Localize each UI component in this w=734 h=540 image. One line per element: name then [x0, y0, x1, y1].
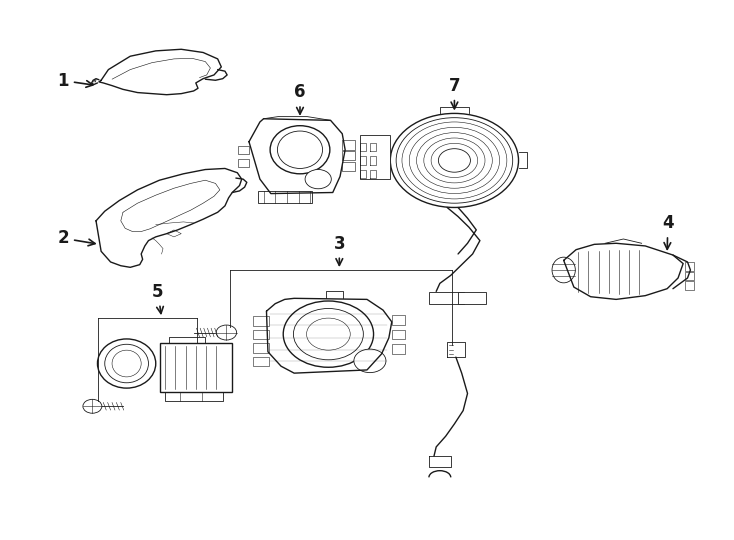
Ellipse shape	[98, 339, 156, 388]
Text: 2: 2	[57, 230, 95, 247]
Circle shape	[354, 349, 386, 373]
Bar	[429, 292, 464, 303]
Bar	[253, 356, 269, 366]
Circle shape	[305, 170, 331, 189]
Text: 3: 3	[333, 234, 345, 265]
Ellipse shape	[105, 345, 148, 383]
Circle shape	[83, 400, 102, 413]
Bar	[458, 292, 486, 303]
Ellipse shape	[552, 257, 575, 283]
Bar	[392, 315, 405, 325]
Circle shape	[283, 301, 374, 367]
Bar	[342, 140, 355, 150]
Bar	[342, 161, 355, 171]
Text: 7: 7	[448, 77, 460, 109]
Bar	[253, 330, 269, 340]
Bar	[342, 151, 355, 160]
Ellipse shape	[277, 131, 322, 168]
Circle shape	[307, 318, 350, 350]
Bar	[253, 343, 269, 353]
Circle shape	[294, 308, 363, 360]
Text: 1: 1	[57, 72, 93, 90]
Text: 6: 6	[294, 83, 306, 114]
Bar	[253, 316, 269, 326]
Circle shape	[217, 325, 236, 340]
Bar	[392, 345, 405, 354]
Text: 4: 4	[662, 214, 674, 249]
Bar	[160, 343, 231, 392]
Circle shape	[438, 148, 470, 172]
Bar	[686, 281, 694, 290]
Ellipse shape	[270, 126, 330, 174]
Bar	[686, 262, 694, 271]
Bar	[686, 272, 694, 280]
Ellipse shape	[112, 350, 141, 377]
Bar	[258, 192, 313, 203]
Bar	[392, 330, 405, 340]
Circle shape	[396, 118, 512, 203]
Bar	[238, 159, 249, 167]
Bar	[360, 136, 390, 179]
Bar	[238, 146, 249, 154]
Text: 5: 5	[152, 283, 164, 314]
Circle shape	[390, 113, 518, 207]
